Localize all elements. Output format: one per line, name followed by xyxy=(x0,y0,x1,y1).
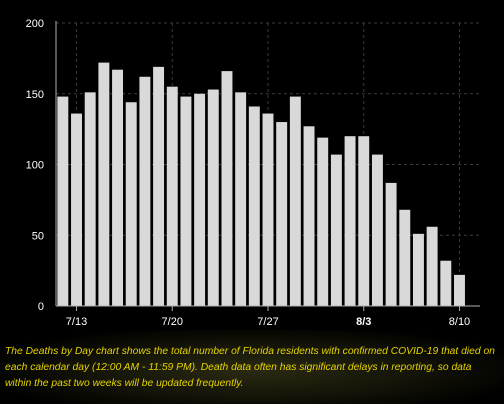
bar[interactable] xyxy=(399,209,411,306)
x-tick-labels: 7/13 7/20 7/27 8/3 8/10 xyxy=(66,316,470,328)
bar[interactable] xyxy=(98,62,110,307)
chart-caption: The Deaths by Day chart shows the total … xyxy=(5,346,495,390)
x-tick-label: 8/10 xyxy=(449,316,470,328)
bar[interactable] xyxy=(112,69,124,306)
y-tick-label: 200 xyxy=(26,18,44,30)
bar[interactable] xyxy=(303,126,315,306)
x-tick-label: 7/13 xyxy=(66,316,87,328)
bar[interactable] xyxy=(426,226,438,306)
bar[interactable] xyxy=(125,102,137,307)
bar[interactable] xyxy=(358,136,370,306)
bar[interactable] xyxy=(221,71,233,306)
x-tick-label: 8/3 xyxy=(356,316,371,328)
bar[interactable] xyxy=(344,136,356,306)
bar[interactable] xyxy=(440,260,452,306)
bar[interactable] xyxy=(248,106,260,306)
bar[interactable] xyxy=(71,113,82,306)
y-tick-label: 150 xyxy=(26,89,44,101)
bars xyxy=(57,62,465,307)
bar[interactable] xyxy=(289,96,301,306)
y-tick-label: 100 xyxy=(26,160,44,172)
bar[interactable] xyxy=(276,122,288,306)
x-tick-label: 7/27 xyxy=(257,316,278,328)
bar[interactable] xyxy=(166,86,178,306)
y-tick-labels: 0 50 100 150 200 xyxy=(26,18,44,313)
y-tick-label: 50 xyxy=(32,230,44,242)
bar[interactable] xyxy=(207,89,219,306)
bar[interactable] xyxy=(385,182,397,306)
bar[interactable] xyxy=(371,154,383,306)
bar[interactable] xyxy=(180,96,192,306)
bar[interactable] xyxy=(57,96,69,306)
bar[interactable] xyxy=(262,113,274,306)
bar[interactable] xyxy=(317,137,329,306)
bar[interactable] xyxy=(412,233,424,306)
y-tick-label: 0 xyxy=(38,301,44,313)
bar[interactable] xyxy=(330,154,342,306)
bar[interactable] xyxy=(139,76,151,307)
bar[interactable] xyxy=(454,274,465,306)
axes xyxy=(55,21,480,311)
bar[interactable] xyxy=(84,92,96,307)
x-tick-label: 7/20 xyxy=(162,316,183,328)
bar[interactable] xyxy=(153,66,165,307)
deaths-by-day-chart: 0 50 100 150 200 7/13 7/20 7/27 8/3 8/10 xyxy=(26,18,480,328)
bar[interactable] xyxy=(235,92,247,307)
bar[interactable] xyxy=(194,93,206,306)
caption-highlight xyxy=(0,330,504,404)
